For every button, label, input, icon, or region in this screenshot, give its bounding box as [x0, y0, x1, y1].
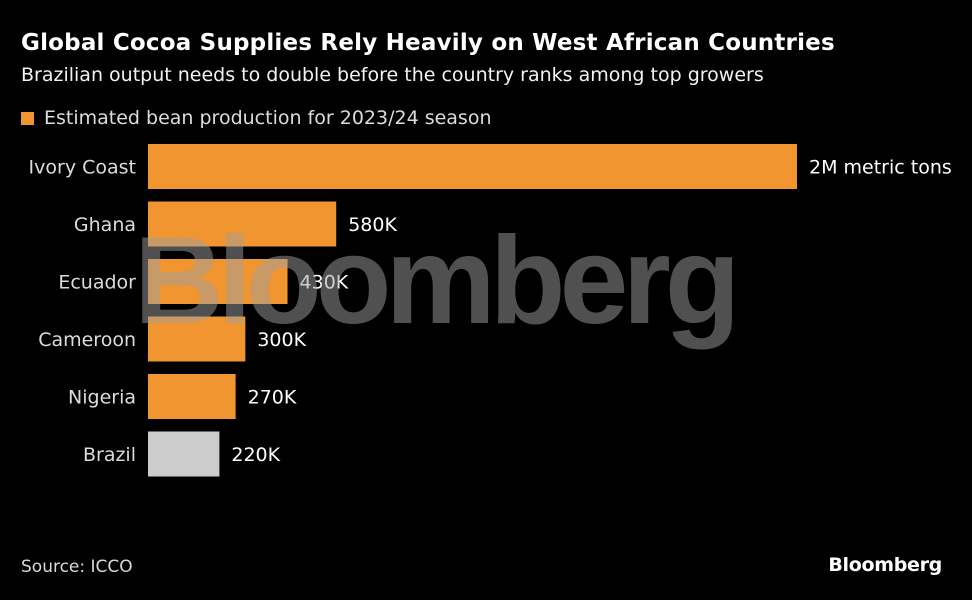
value-label: 2M metric tons: [809, 157, 952, 179]
bar: [148, 259, 288, 304]
bar: [148, 374, 236, 419]
value-label: 430K: [300, 272, 349, 294]
category-label: Cameroon: [38, 329, 136, 351]
bloomberg-logo: Bloomberg: [828, 554, 942, 576]
chart-subtitle: Brazilian output needs to double before …: [21, 64, 764, 86]
legend: Estimated bean production for 2023/24 se…: [21, 107, 492, 129]
chart-title: Global Cocoa Supplies Rely Heavily on We…: [21, 30, 835, 56]
legend-label: Estimated bean production for 2023/24 se…: [44, 107, 492, 129]
legend-swatch: [21, 111, 34, 125]
bar: [148, 316, 246, 362]
category-label: Brazil: [83, 444, 136, 466]
category-label: Ecuador: [58, 272, 136, 294]
value-label: 580K: [348, 214, 397, 236]
value-label: 300K: [257, 329, 306, 351]
value-label: 220K: [231, 444, 280, 466]
bar: [148, 201, 337, 247]
bar: [148, 144, 797, 189]
value-label: 270K: [248, 387, 297, 409]
category-label: Nigeria: [68, 387, 136, 409]
category-label: Ivory Coast: [29, 157, 136, 179]
category-label: Ghana: [74, 214, 136, 236]
source-note: Source: ICCO: [21, 557, 133, 577]
bar: [148, 431, 220, 477]
